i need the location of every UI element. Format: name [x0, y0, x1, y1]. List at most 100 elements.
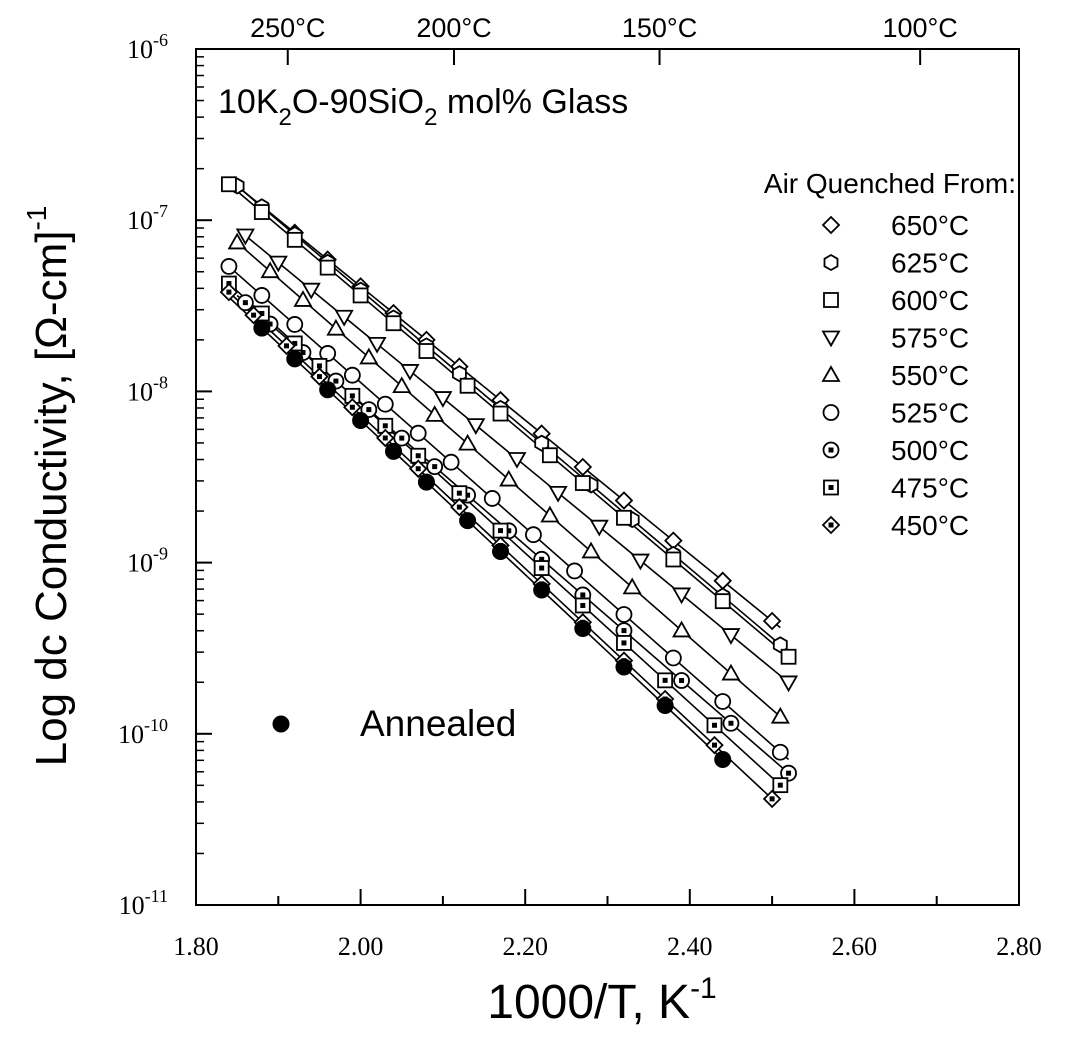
data-point [409, 424, 427, 442]
legend-label: 500°C [891, 435, 969, 466]
data-point [665, 551, 682, 568]
data-point [713, 571, 732, 591]
data-point [771, 743, 789, 761]
data-point [310, 367, 329, 386]
data-point [622, 577, 642, 595]
data-point [253, 287, 271, 304]
y-tick-label: 10-6 [127, 30, 168, 64]
data-point [492, 542, 510, 560]
data-point [376, 428, 395, 448]
data-point [426, 458, 444, 476]
data-point [615, 622, 633, 639]
legend-label: 450°C [891, 510, 969, 541]
x-tick-label: 2.60 [832, 932, 878, 961]
data-point [615, 658, 633, 676]
data-point [762, 789, 782, 809]
legend-label: 550°C [891, 360, 969, 391]
legend-item: 650°C [821, 210, 969, 241]
data-point [319, 345, 337, 362]
legend-item: 600°C [823, 285, 969, 316]
data-point [466, 418, 486, 435]
x-tick-label: 2.40 [667, 932, 713, 961]
data-point [425, 405, 445, 422]
data-point [393, 429, 411, 447]
data-point [483, 490, 501, 507]
data-point [343, 398, 362, 417]
data-point [326, 318, 346, 336]
data-point [533, 560, 550, 576]
data-points [219, 176, 799, 809]
data-point [533, 581, 551, 599]
data-point [319, 381, 337, 399]
data-point [525, 526, 542, 544]
data-point [385, 315, 402, 332]
legend-item: 625°C [823, 248, 969, 279]
data-point [507, 452, 527, 469]
data-point [377, 417, 394, 434]
data-point [780, 648, 797, 665]
legend-label: 475°C [891, 473, 969, 504]
data-point [221, 176, 237, 193]
data-point [714, 693, 732, 710]
top-temp-label: 100°C [882, 13, 957, 43]
legend-item: 500°C [822, 435, 969, 466]
legend-item: 550°C [821, 360, 969, 391]
data-point [615, 606, 633, 623]
data-point [352, 287, 369, 304]
data-point [822, 404, 840, 421]
data-point [630, 553, 650, 571]
data-point [253, 319, 271, 337]
data-point [219, 282, 239, 302]
top-temperature-labels: 250°C 200°C 150°C 100°C [250, 13, 958, 43]
legend-label: 525°C [891, 398, 969, 429]
data-point [656, 697, 674, 715]
data-point [821, 330, 841, 348]
data-point [823, 253, 839, 272]
x-axis-title: 1000/T, K-1 [487, 972, 717, 1029]
data-point [821, 515, 841, 535]
data-point [450, 497, 469, 517]
data-point [352, 412, 370, 430]
data-point [417, 473, 435, 491]
data-point [459, 377, 476, 394]
data-point [574, 475, 591, 491]
data-point [492, 522, 509, 539]
data-point [657, 672, 674, 689]
data-point [616, 509, 632, 526]
data-point [616, 635, 632, 651]
data-point [286, 316, 304, 333]
data-point [673, 672, 690, 689]
data-point [492, 405, 509, 422]
data-point [574, 597, 591, 614]
y-tick-label: 10-8 [127, 372, 168, 406]
fit-line [236, 185, 781, 646]
data-point [458, 433, 478, 451]
data-point [286, 350, 304, 368]
legend-label: 600°C [891, 285, 969, 316]
fit-line [236, 185, 781, 629]
data-point [823, 479, 839, 496]
y-tick-label: 10-11 [119, 886, 168, 920]
svg-text:Log dc Conductivity, [Ω-cm]-1: Log dc Conductivity, [Ω-cm]-1 [21, 206, 76, 767]
data-point [392, 376, 412, 394]
data-point [772, 636, 788, 654]
data-point [459, 512, 477, 530]
data-point [418, 343, 435, 359]
data-point [772, 777, 789, 794]
data-point [367, 336, 387, 354]
data-point [614, 491, 634, 510]
data-point [272, 715, 290, 733]
data-point [780, 764, 797, 782]
data-point [451, 365, 467, 383]
fit-line [228, 265, 790, 761]
fit-line [228, 296, 724, 761]
data-point [574, 620, 592, 638]
data-point [385, 442, 403, 460]
data-point [821, 365, 841, 382]
data-point [762, 611, 782, 631]
data-point [721, 628, 741, 645]
chart-title: 10K2O-90SiO2 mol% Glass [218, 83, 628, 131]
data-point [534, 434, 550, 452]
legend: 650°C 625°C 600°C 575°C 550°C 525°C 500°C 475°C… [272, 210, 969, 733]
top-temp-label: 250°C [250, 13, 325, 43]
